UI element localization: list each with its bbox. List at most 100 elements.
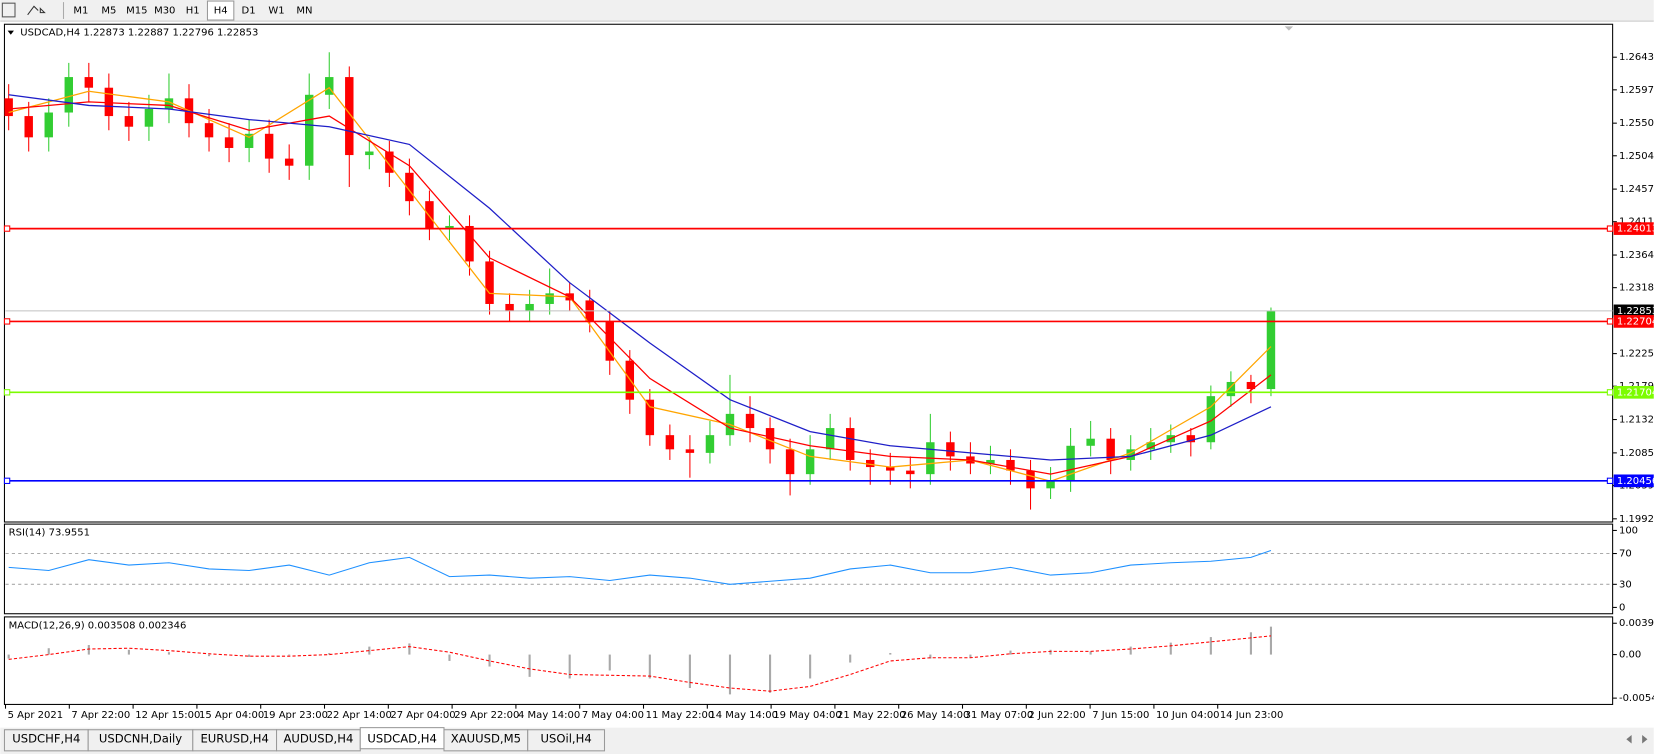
candle-body (1226, 381, 1236, 397)
tab-label[interactable]: AUDUSD,H4 (283, 732, 353, 746)
x-tick-label: 7 May 04:00 (582, 710, 644, 721)
macd-bar (1129, 646, 1132, 655)
timeframe-button[interactable]: M5 (101, 6, 116, 17)
y-tick-label: 1.21320 (1619, 415, 1654, 426)
x-tick-label: 21 May 22:00 (837, 710, 906, 721)
level-handle (1606, 389, 1614, 396)
macd-bar (929, 654, 932, 659)
y-tick-label: 1.22250 (1619, 349, 1654, 360)
macd-bar (248, 654, 251, 657)
level-handle (3, 477, 11, 484)
candle-body (204, 123, 214, 138)
candle-body (906, 470, 915, 475)
candle-body (545, 293, 554, 304)
y-tick-label: 1.25500 (1619, 118, 1654, 129)
macd-bar (207, 654, 211, 657)
tool-icon[interactable] (27, 5, 46, 16)
y-tick-label: 1.24110 (1619, 217, 1654, 228)
candle-body (465, 225, 474, 262)
x-tick-label: 29 Apr 22:00 (454, 710, 519, 721)
candle-body (1046, 481, 1055, 489)
menu-arrow[interactable] (7, 30, 14, 35)
macd-bar (1209, 637, 1212, 655)
candle-body (1066, 445, 1075, 482)
candle-body (1266, 311, 1276, 390)
macd-bar (328, 652, 331, 655)
level-label: 1.24013 (1617, 224, 1654, 235)
y-tick-label: 1.23180 (1619, 283, 1654, 294)
candle-body (825, 428, 835, 450)
macd-bar (7, 654, 10, 659)
timeframe-button[interactable]: M15 (126, 6, 147, 17)
y-tick-label: 1.26430 (1619, 52, 1654, 63)
timeframe-button[interactable]: M1 (73, 6, 88, 17)
level-label-box (1613, 474, 1654, 488)
macd-bar (47, 648, 50, 655)
candle-body (785, 449, 795, 475)
macd-bar (408, 643, 411, 655)
macd-bar (1089, 651, 1092, 655)
tab-label[interactable]: USDCNH,Daily (99, 732, 182, 746)
candle-body (4, 98, 13, 117)
x-tick-label: 26 May 14:00 (901, 710, 970, 721)
x-tick-label: 14 Jun 23:00 (1220, 710, 1284, 721)
main-panel (3, 23, 1614, 523)
macd-panel (3, 616, 1614, 705)
timeframe-button[interactable]: H4 (214, 6, 228, 17)
candle-body (685, 449, 695, 453)
timeframe-button[interactable]: M30 (154, 6, 175, 17)
tab-label[interactable]: XAUUSD,M5 (451, 732, 521, 746)
macd-bar (488, 654, 491, 667)
timeframe-button[interactable]: MN (296, 6, 312, 17)
macd-bar (1269, 626, 1273, 655)
x-tick-label: 12 Apr 15:00 (135, 710, 200, 721)
candle-body (745, 413, 755, 429)
candle-body (1126, 449, 1135, 460)
x-tick-label: 5 Apr 2021 (8, 710, 63, 721)
level-handle (3, 318, 11, 325)
level-label-box (1613, 222, 1654, 235)
candle-body (284, 158, 294, 166)
tab-label[interactable]: EURUSD,H4 (200, 732, 268, 746)
rsi-line (8, 549, 1272, 585)
candle-body (1086, 438, 1095, 446)
level-label: 1.21704 (1617, 387, 1654, 398)
tab[interactable] (527, 729, 606, 752)
candle-body (385, 151, 394, 173)
candle-body (104, 87, 114, 117)
tab-label[interactable]: USDCHF,H4 (12, 732, 80, 746)
candle-body (886, 467, 895, 471)
candle-body (986, 459, 995, 464)
last-price-box (1613, 304, 1654, 318)
y-tick-label: 100 (1619, 525, 1638, 536)
timeframe-button[interactable]: D1 (242, 6, 256, 17)
macd-bar (648, 654, 651, 679)
moving-average (8, 94, 1272, 461)
scroll-arrows[interactable] (1626, 735, 1648, 744)
y-tick-label: 0 (1619, 602, 1625, 613)
candle-body (866, 459, 875, 468)
timeframe-button[interactable]: H1 (186, 6, 200, 17)
tab-label[interactable]: USDCAD,H4 (367, 732, 437, 746)
y-tick-label: 1.25970 (1619, 85, 1654, 96)
macd-signal (8, 635, 1272, 692)
x-tick-label: 10 Jun 04:00 (1156, 710, 1220, 721)
macd-bar (769, 654, 772, 693)
timeframe-button[interactable]: W1 (268, 6, 284, 17)
candle-body (325, 77, 334, 95)
tool-icon[interactable] (1, 2, 16, 18)
plot: 1.26430 1.25970 1.25500 1.25040 1.24570 1.241… (3, 52, 1654, 721)
y-tick-label: -0.00547 (1619, 693, 1654, 704)
candle-body (144, 108, 154, 127)
candle-body (1246, 381, 1256, 390)
candle-body (124, 116, 134, 127)
candle-body (1186, 435, 1196, 443)
candle-body (44, 112, 53, 138)
y-tick-label: 1.23640 (1619, 250, 1654, 261)
macd-bar (728, 654, 732, 695)
moving-average (8, 101, 1272, 475)
tab-label[interactable]: USOil,H4 (541, 732, 592, 746)
macd-bar (1249, 632, 1252, 655)
y-tick-label: 30 (1619, 579, 1632, 590)
